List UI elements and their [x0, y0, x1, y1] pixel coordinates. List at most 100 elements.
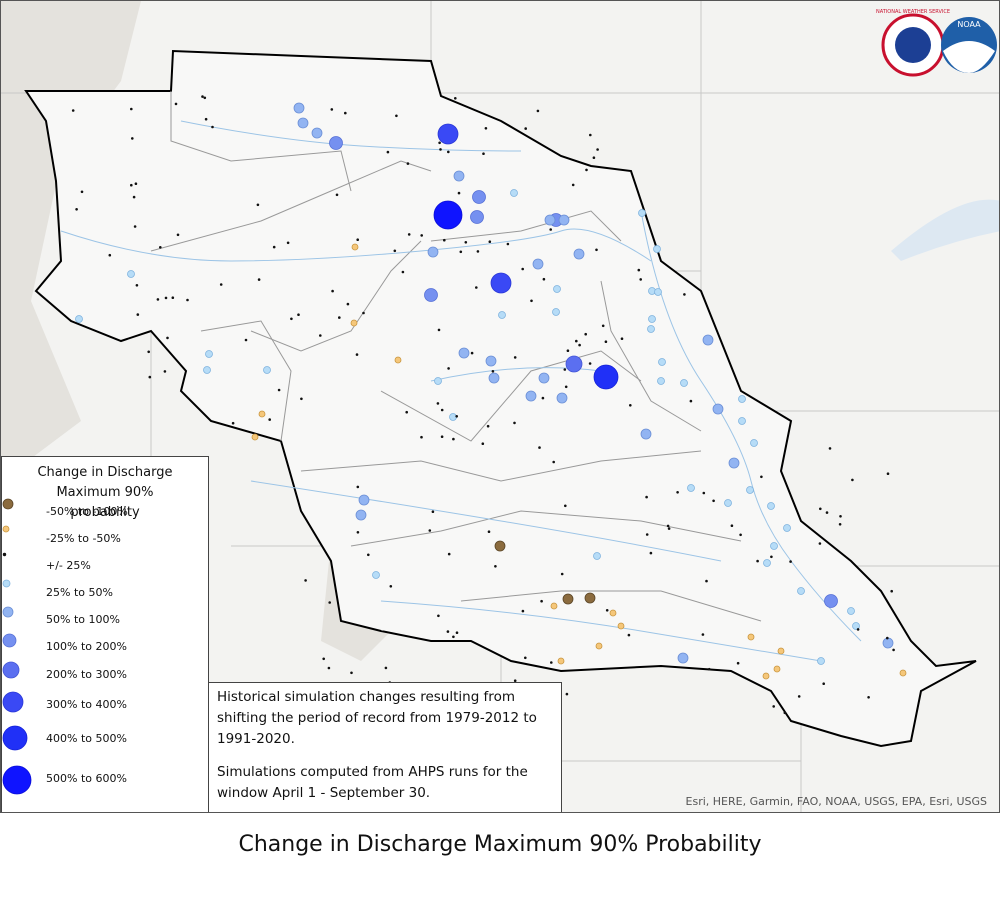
legend-label: 500% to 600%: [46, 771, 127, 785]
gauge-site: [470, 351, 474, 355]
basin-outline: [24, 49, 977, 748]
gauge-site: [667, 527, 671, 530]
gauge-site: [108, 253, 112, 257]
gauge-site: [899, 669, 907, 677]
gauge-site: [433, 200, 463, 230]
gauge-site: [251, 433, 259, 441]
gauge-site: [506, 242, 510, 246]
gauge-site: [592, 156, 596, 159]
gauge-site: [133, 225, 137, 228]
gauge-site: [455, 415, 459, 418]
gauge-site: [439, 148, 442, 151]
gauge-site: [565, 355, 583, 373]
gauge-site: [219, 283, 223, 286]
gauge-site: [401, 270, 405, 274]
legend-label: 200% to 300%: [46, 667, 127, 681]
gauge-site: [395, 114, 398, 118]
gauge-site: [513, 356, 517, 359]
gauge-site: [487, 530, 491, 533]
gauge-site: [431, 510, 435, 513]
gauge-site: [575, 339, 578, 343]
gauge-site: [475, 286, 478, 289]
gauge-site: [393, 249, 397, 253]
gauge-site: [186, 298, 189, 302]
gauge-site: [362, 311, 365, 315]
gauge-site: [657, 377, 665, 385]
legend-swatch: [2, 725, 28, 751]
gauge-site: [447, 367, 450, 370]
gauge-site: [205, 350, 213, 358]
gauge-site: [746, 486, 754, 494]
gauge-site: [552, 460, 555, 464]
gauge-site: [676, 491, 679, 494]
gauge-site: [159, 246, 162, 249]
gauge-site: [486, 424, 490, 428]
gauge-site: [350, 671, 353, 675]
logo-text: NOAA: [957, 20, 981, 29]
gauge-site: [789, 560, 792, 563]
gauge-site: [738, 395, 746, 403]
gauge-site: [658, 358, 666, 366]
gauge-site: [163, 370, 167, 373]
gauge-site: [770, 555, 773, 559]
gauge-site: [818, 542, 822, 545]
legend-swatch: [2, 633, 17, 648]
gauge-site: [330, 108, 334, 111]
gauge-site: [596, 148, 599, 151]
gauge-site: [680, 379, 688, 387]
gauge-site: [890, 589, 893, 593]
gauge-site: [648, 315, 656, 323]
gauge-site: [437, 123, 459, 145]
caption: Change in Discharge Maximum 90% Probabil…: [238, 832, 762, 857]
gauge-site: [356, 531, 360, 534]
gauge-site: [886, 472, 890, 476]
gauge-site: [553, 285, 561, 293]
gauge-site: [263, 366, 271, 374]
gauge-site: [564, 504, 567, 508]
gauge-site: [75, 208, 78, 211]
gauge-site: [130, 183, 133, 187]
gauge-site: [268, 418, 272, 421]
gauge-site: [712, 403, 724, 415]
gauge-site: [838, 523, 842, 526]
legend-swatch: [2, 552, 7, 557]
logo-text: NATIONAL WEATHER SERVICE: [876, 9, 950, 15]
note-text: Simulations computed from AHPS runs for …: [217, 764, 528, 801]
rivers: [60, 120, 862, 662]
gauge-site: [156, 298, 160, 301]
gauge-site: [436, 402, 440, 405]
gauge-site: [356, 238, 360, 241]
gauge-site: [344, 111, 347, 115]
gauge-site: [627, 633, 631, 637]
gauge-site: [147, 350, 150, 354]
gauge-site: [350, 319, 358, 327]
gauge-site: [595, 248, 598, 252]
gauge-site: [839, 515, 842, 518]
gauge-site: [549, 228, 552, 231]
gauge-site: [609, 609, 617, 617]
gauge-site: [447, 552, 451, 556]
gauge-site: [131, 137, 134, 140]
gauge-site: [589, 133, 592, 137]
gauge-site: [536, 109, 540, 113]
legend-swatch: [2, 765, 32, 795]
gauge-site: [828, 447, 832, 450]
gauge-site: [355, 353, 359, 356]
gauge-site: [148, 375, 152, 379]
gauge-site: [819, 507, 822, 511]
gauge-site: [454, 97, 457, 100]
gauge-site: [319, 334, 322, 337]
gauge-site: [256, 203, 260, 207]
gauge-site: [654, 288, 662, 296]
gauge-site: [459, 250, 463, 254]
gauge-site: [852, 622, 860, 630]
gauge-site: [882, 637, 894, 649]
legend-swatch: [2, 579, 11, 588]
gauge-site: [770, 542, 778, 550]
gauge-site: [588, 362, 592, 365]
gauge-site: [394, 356, 402, 364]
gauge-site: [702, 491, 706, 495]
gauge-site: [521, 609, 525, 613]
gauge-site: [434, 377, 442, 385]
